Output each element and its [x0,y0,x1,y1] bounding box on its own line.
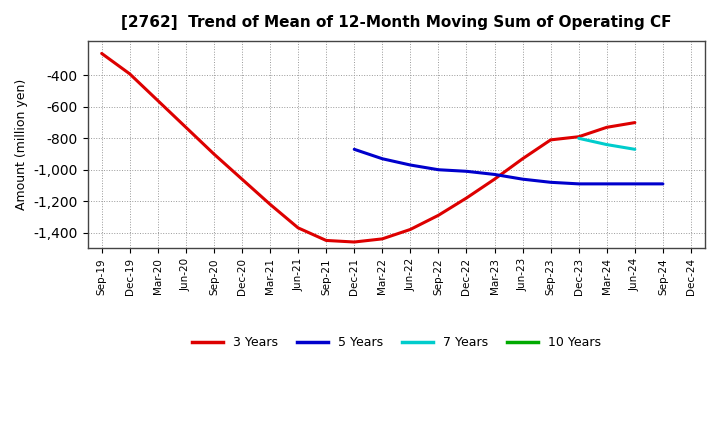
Title: [2762]  Trend of Mean of 12-Month Moving Sum of Operating CF: [2762] Trend of Mean of 12-Month Moving … [121,15,672,30]
Y-axis label: Amount (million yen): Amount (million yen) [15,79,28,210]
Legend: 3 Years, 5 Years, 7 Years, 10 Years: 3 Years, 5 Years, 7 Years, 10 Years [186,331,606,354]
